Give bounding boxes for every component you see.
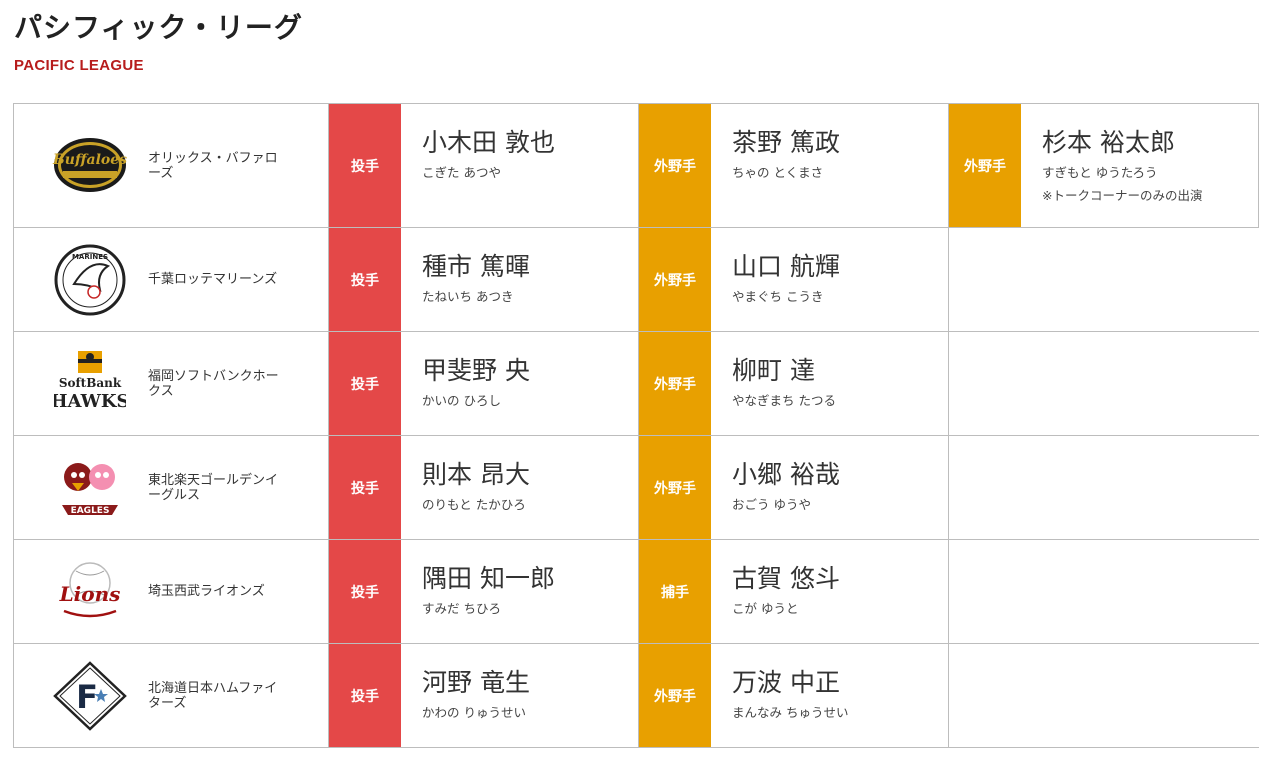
hawks-logo-icon: SoftBank HAWKS	[50, 349, 130, 419]
svg-text:Buffaloes: Buffaloes	[52, 152, 127, 168]
position-badge: 投手	[329, 332, 401, 435]
player-kana: こが ゆうと	[732, 601, 799, 616]
buffaloes-logo-icon: Buffaloes	[50, 131, 130, 201]
team-row: Lions 埼玉西武ライオンズ 投手 隅田 知一郎 すみだ ちひろ 捕手 古賀 …	[14, 540, 1259, 644]
team-cell: SoftBank HAWKS 福岡ソフトバンクホークス	[14, 332, 329, 435]
team-row: EAGLES 東北楽天ゴールデンイーグルス 投手 則本 昂大 のりもと たかひろ…	[14, 436, 1259, 540]
team-cell: MARINES 千葉ロッテマリーンズ	[14, 228, 329, 331]
player-name: 古賀 悠斗	[732, 564, 840, 593]
position-badge: 捕手	[639, 540, 711, 643]
player-kana: かわの りゅうせい	[422, 705, 526, 720]
svg-text:Lions: Lions	[59, 582, 121, 606]
roster-table: Buffaloes オリックス・バファローズ 投手 小木田 敦也 こぎた あつや…	[13, 103, 1259, 748]
player-name: 小木田 敦也	[422, 128, 555, 157]
svg-text:EAGLES: EAGLES	[71, 506, 110, 516]
position-badge: 外野手	[639, 644, 711, 747]
player-name: 柳町 達	[732, 356, 815, 385]
empty-cell	[949, 436, 1259, 539]
empty-cell	[949, 540, 1259, 643]
position-badge: 投手	[329, 436, 401, 539]
player-cell: 投手 河野 竜生 かわの りゅうせい	[329, 644, 639, 747]
player-name: 小郷 裕哉	[732, 460, 840, 489]
player-cell: 投手 小木田 敦也 こぎた あつや	[329, 104, 639, 227]
page-title: パシフィック・リーグ	[14, 11, 303, 44]
position-badge: 外野手	[639, 436, 711, 539]
player-kana: おごう ゆうや	[732, 497, 811, 512]
player-kana: こぎた あつや	[422, 165, 501, 180]
player-cell: 投手 隅田 知一郎 すみだ ちひろ	[329, 540, 639, 643]
team-name: 千葉ロッテマリーンズ	[148, 272, 278, 287]
empty-cell	[949, 228, 1259, 331]
team-name: 北海道日本ハムファイターズ	[148, 680, 278, 711]
player-name: 杉本 裕太郎	[1042, 128, 1175, 157]
player-name: 河野 竜生	[422, 668, 530, 697]
position-badge: 外野手	[639, 332, 711, 435]
empty-cell	[949, 644, 1259, 747]
player-cell: 投手 則本 昂大 のりもと たかひろ	[329, 436, 639, 539]
player-cell: 捕手 古賀 悠斗 こが ゆうと	[639, 540, 949, 643]
position-badge: 投手	[329, 104, 401, 227]
player-cell: 外野手 柳町 達 やなぎまち たつる	[639, 332, 949, 435]
player-cell: 外野手 山口 航輝 やまぐち こうき	[639, 228, 949, 331]
eagles-logo-icon: EAGLES	[50, 453, 130, 523]
player-kana: やなぎまち たつる	[732, 393, 836, 408]
team-row: Buffaloes オリックス・バファローズ 投手 小木田 敦也 こぎた あつや…	[14, 104, 1259, 228]
svg-text:SoftBank: SoftBank	[59, 376, 122, 390]
svg-text:MARINES: MARINES	[72, 253, 108, 261]
player-cell: 外野手 小郷 裕哉 おごう ゆうや	[639, 436, 949, 539]
player-name: 隅田 知一郎	[422, 564, 555, 593]
team-cell: Buffaloes オリックス・バファローズ	[14, 104, 329, 227]
player-kana: たねいち あつき	[422, 289, 514, 304]
team-name: 東北楽天ゴールデンイーグルス	[148, 472, 279, 503]
player-kana: すぎもと ゆうたろう	[1042, 165, 1158, 180]
player-kana: ちゃの とくまさ	[732, 165, 824, 180]
position-badge: 投手	[329, 228, 401, 331]
player-kana: まんなみ ちゅうせい	[732, 705, 849, 720]
team-name: 埼玉西武ライオンズ	[148, 584, 265, 599]
player-cell: 外野手 茶野 篤政 ちゃの とくまさ	[639, 104, 949, 227]
empty-cell	[949, 332, 1259, 435]
player-name: 山口 航輝	[732, 252, 840, 281]
position-badge: 外野手	[639, 228, 711, 331]
player-name: 種市 篤暉	[422, 252, 530, 281]
player-name: 万波 中正	[732, 668, 840, 697]
svg-text:F: F	[76, 678, 98, 716]
page-subtitle: PACIFIC LEAGUE	[14, 57, 144, 74]
position-badge: 外野手	[949, 104, 1021, 227]
player-cell: 外野手 万波 中正 まんなみ ちゅうせい	[639, 644, 949, 747]
team-row: F 北海道日本ハムファイターズ 投手 河野 竜生 かわの りゅうせい 外野手 万…	[14, 644, 1259, 748]
position-badge: 外野手	[639, 104, 711, 227]
player-kana: やまぐち こうき	[732, 289, 824, 304]
player-kana: のりもと たかひろ	[422, 497, 526, 512]
position-badge: 投手	[329, 540, 401, 643]
team-cell: EAGLES 東北楽天ゴールデンイーグルス	[14, 436, 329, 539]
player-cell: 外野手 杉本 裕太郎 すぎもと ゆうたろう ※トークコーナーのみの出演	[949, 104, 1259, 227]
team-name: 福岡ソフトバンクホークス	[148, 368, 279, 399]
player-name: 甲斐野 央	[422, 356, 530, 385]
team-row: MARINES 千葉ロッテマリーンズ 投手 種市 篤暉 たねいち あつき 外野手…	[14, 228, 1259, 332]
team-cell: Lions 埼玉西武ライオンズ	[14, 540, 329, 643]
player-name: 則本 昂大	[422, 460, 530, 489]
marines-logo-icon: MARINES	[50, 244, 130, 315]
player-kana: すみだ ちひろ	[422, 601, 501, 616]
player-note: ※トークコーナーのみの出演	[1042, 188, 1203, 203]
fighters-logo-icon: F	[50, 660, 130, 731]
team-name: オリックス・バファローズ	[148, 150, 278, 181]
lions-logo-icon: Lions	[50, 557, 130, 627]
player-name: 茶野 篤政	[732, 128, 840, 157]
team-row: SoftBank HAWKS 福岡ソフトバンクホークス 投手 甲斐野 央 かいの…	[14, 332, 1259, 436]
player-cell: 投手 甲斐野 央 かいの ひろし	[329, 332, 639, 435]
svg-text:HAWKS: HAWKS	[54, 391, 126, 412]
position-badge: 投手	[329, 644, 401, 747]
player-kana: かいの ひろし	[422, 393, 501, 408]
player-cell: 投手 種市 篤暉 たねいち あつき	[329, 228, 639, 331]
team-cell: F 北海道日本ハムファイターズ	[14, 644, 329, 747]
